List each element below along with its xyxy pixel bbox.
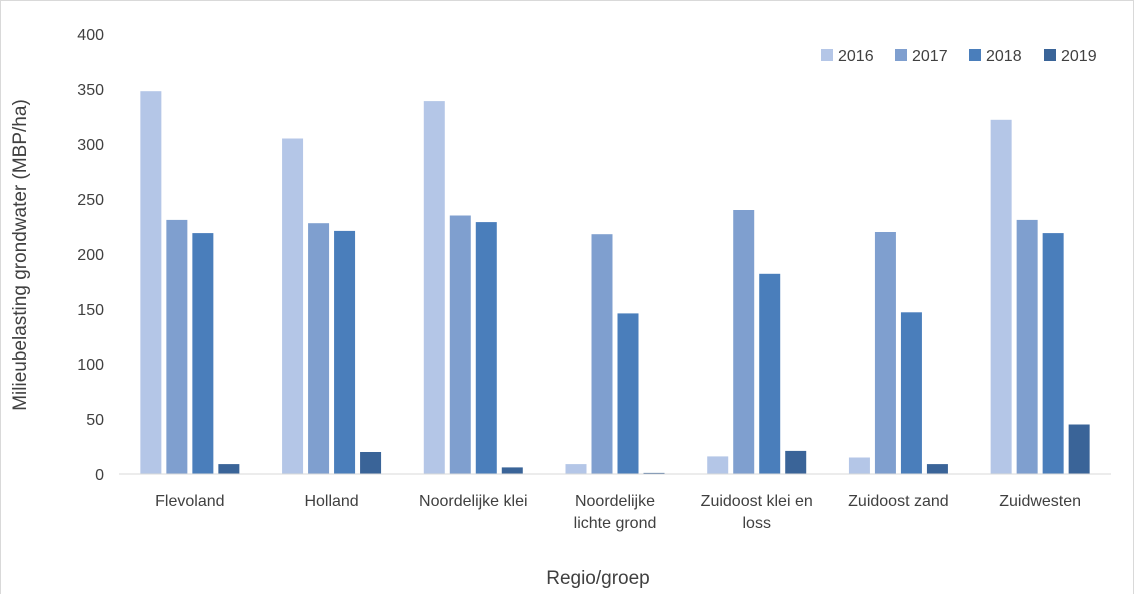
x-category-label-line: Holland	[304, 493, 358, 510]
bar-2019-1	[360, 452, 382, 474]
bar-2018-5	[900, 312, 922, 474]
y-axis-title: Milieubelasting grondwater (MBP/ha)	[10, 99, 31, 411]
bar-2016-1	[282, 138, 304, 474]
x-category-label-line: Zuidoost klei en	[701, 493, 813, 510]
legend-label-2016: 2016	[838, 48, 874, 65]
x-category-label: Noordelijke klei	[419, 493, 528, 510]
legend: 2016 2017 2018 2019	[821, 48, 1097, 65]
bar-2018-6	[1042, 233, 1064, 474]
bar-2016-0	[140, 91, 162, 474]
bar-2018-2	[475, 222, 497, 474]
bar-2019-2	[501, 467, 523, 474]
bar-2017-5	[874, 232, 896, 474]
legend-swatch-2016	[821, 49, 833, 61]
bar-2019-3	[643, 472, 665, 474]
bar-2018-3	[617, 313, 639, 474]
bar-2017-2	[449, 215, 471, 474]
bar-2016-4	[707, 456, 729, 474]
bar-2016-2	[423, 101, 445, 474]
bars	[140, 91, 1090, 475]
bar-2019-0	[218, 464, 240, 474]
bar-2018-0	[192, 233, 214, 474]
y-tick-label: 200	[77, 247, 104, 264]
y-tick-label: 0	[95, 467, 104, 484]
x-category-label-line: Zuidoost zand	[848, 493, 949, 510]
bar-2016-3	[565, 464, 587, 474]
y-tick-label: 300	[77, 137, 104, 154]
bar-2016-5	[848, 457, 870, 474]
legend-label-2018: 2018	[986, 48, 1022, 65]
bar-2017-6	[1016, 219, 1038, 474]
x-category-label: Holland	[304, 493, 358, 510]
x-category-label-line: Noordelijke	[575, 493, 655, 510]
y-tick-label: 150	[77, 302, 104, 319]
x-category-label-line: Flevoland	[155, 493, 224, 510]
x-category-label-line: Zuidwesten	[999, 493, 1081, 510]
x-axis-labels: Flevoland Holland Noordelijke klei Noordeli…	[155, 493, 1081, 532]
y-axis-ticks: 0 50 100 150 200 250 300 350 400	[77, 27, 104, 484]
bar-2019-4	[785, 450, 807, 474]
x-category-label: Noordelijke lichte grond	[574, 493, 657, 532]
bar-2019-5	[926, 464, 948, 474]
y-tick-label: 350	[77, 82, 104, 99]
x-category-label-line: lichte grond	[574, 515, 657, 532]
bar-2018-4	[759, 273, 781, 474]
legend-swatch-2019	[1044, 49, 1056, 61]
legend-label-2019: 2019	[1061, 48, 1097, 65]
bar-2016-6	[990, 119, 1012, 475]
bar-2017-1	[308, 223, 330, 474]
x-category-label: Zuidwesten	[999, 493, 1081, 510]
x-category-label-line: loss	[742, 515, 770, 532]
y-tick-label: 250	[77, 192, 104, 209]
x-category-label: Flevoland	[155, 493, 224, 510]
y-tick-label: 400	[77, 27, 104, 44]
x-axis-title: Regio/groep	[546, 568, 650, 589]
y-tick-label: 100	[77, 357, 104, 374]
bar-2017-3	[591, 234, 613, 474]
legend-label-2017: 2017	[912, 48, 948, 65]
x-category-label-line: Noordelijke klei	[419, 493, 528, 510]
legend-swatch-2017	[895, 49, 907, 61]
bar-2019-6	[1068, 424, 1090, 474]
x-category-label: Zuidoost klei en loss	[701, 493, 813, 532]
bar-2017-0	[166, 219, 188, 474]
bar-2017-4	[733, 210, 755, 474]
y-tick-label: 50	[86, 412, 104, 429]
legend-swatch-2018	[969, 49, 981, 61]
bar-2018-1	[334, 230, 356, 474]
x-category-label: Zuidoost zand	[848, 493, 949, 510]
